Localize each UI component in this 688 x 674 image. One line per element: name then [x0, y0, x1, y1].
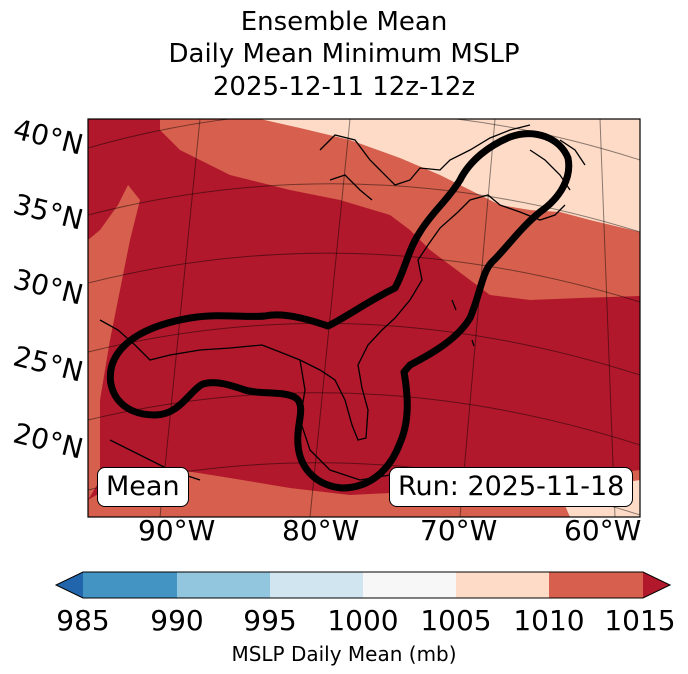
title-line-3: 2025-12-11 12z-12z [212, 72, 476, 102]
colorbar-tick-1005: 1005 [420, 604, 492, 637]
colorbar-segment-985-990 [83, 572, 177, 598]
colorbar-segment-1005-1010 [456, 572, 549, 598]
lon-label-90w: 90°W [138, 514, 216, 547]
colorbar-tick-1000: 1000 [327, 604, 399, 637]
colorbar-tick-1010: 1010 [513, 604, 585, 637]
mean-label: Mean [97, 467, 189, 507]
map-frame [87, 118, 641, 518]
lon-label-60w: 60°W [564, 514, 642, 547]
colorbar-segment-1000-1005 [363, 572, 456, 598]
mslp-contour [106, 130, 573, 492]
run-label: Run: 2025-11-18 [389, 467, 634, 507]
title-line-1: Ensemble Mean [240, 7, 448, 37]
colorbar-tick-1015: 1015 [604, 604, 676, 637]
colorbar-extend-high [643, 572, 670, 598]
map [87, 118, 641, 518]
colorbar-segment-990-995 [177, 572, 270, 598]
pressure-band-1010-west [88, 185, 140, 500]
colorbar-extend-low [56, 572, 83, 598]
lon-label-80w: 80°W [282, 514, 360, 547]
colorbar [54, 571, 672, 599]
colorbar-segment-995-1000 [270, 572, 363, 598]
colorbar-label: MSLP Daily Mean (mb) [231, 642, 457, 666]
title-line-2: Daily Mean Minimum MSLP [168, 39, 520, 69]
colorbar-tick-990: 990 [150, 604, 204, 637]
colorbar-segment-1010-1015 [549, 572, 643, 598]
colorbar-tick-995: 995 [243, 604, 297, 637]
lon-label-70w: 70°W [420, 514, 498, 547]
colorbar-tick-985: 985 [56, 604, 110, 637]
colorbar-outline [54, 571, 672, 599]
